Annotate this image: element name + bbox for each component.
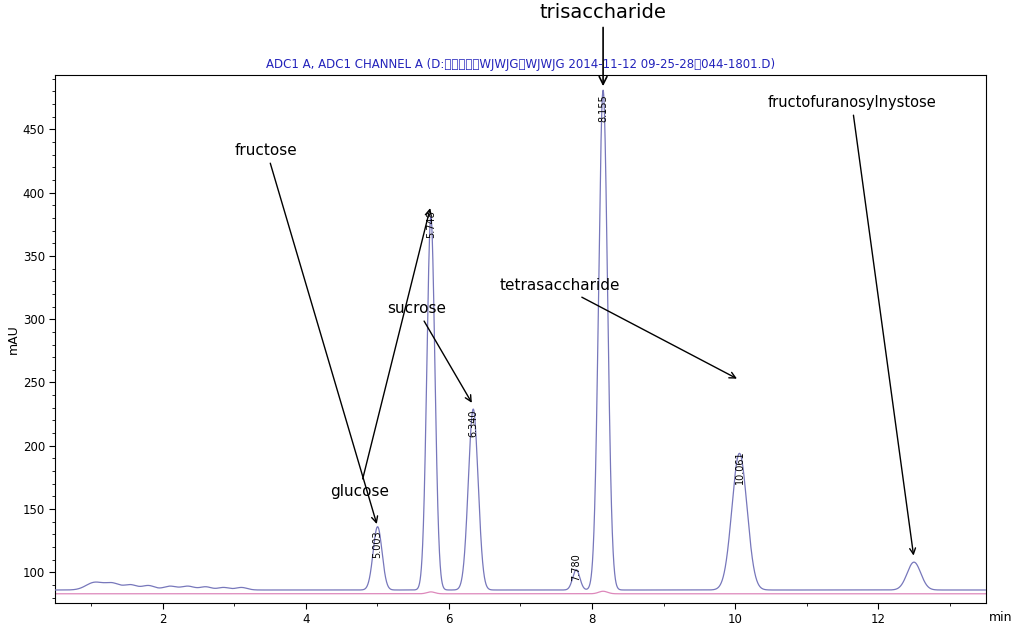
Y-axis label: mAU: mAU — [7, 324, 20, 354]
Text: 5.003: 5.003 — [373, 530, 382, 558]
Text: fructose: fructose — [235, 143, 378, 523]
Text: min: min — [989, 611, 1013, 625]
Text: 5.748: 5.748 — [426, 210, 436, 238]
Text: 8.155: 8.155 — [598, 94, 608, 122]
Text: 10.061: 10.061 — [735, 451, 745, 484]
Text: 7.780: 7.780 — [572, 553, 581, 581]
Text: glucose: glucose — [330, 210, 431, 499]
Text: 6.340: 6.340 — [469, 409, 478, 437]
Title: ADC1 A, ADC1 CHANNEL A (D:液相图谱局WJWJG局WJWJG 2014-11-12 09-25-28局044-1801.D): ADC1 A, ADC1 CHANNEL A (D:液相图谱局WJWJG局WJW… — [266, 58, 775, 71]
Text: trisaccharide: trisaccharide — [540, 3, 666, 84]
Text: tetrasaccharide: tetrasaccharide — [499, 278, 736, 378]
Text: sucrose: sucrose — [387, 301, 471, 401]
Text: fructofuranosylnystose: fructofuranosylnystose — [767, 95, 936, 554]
